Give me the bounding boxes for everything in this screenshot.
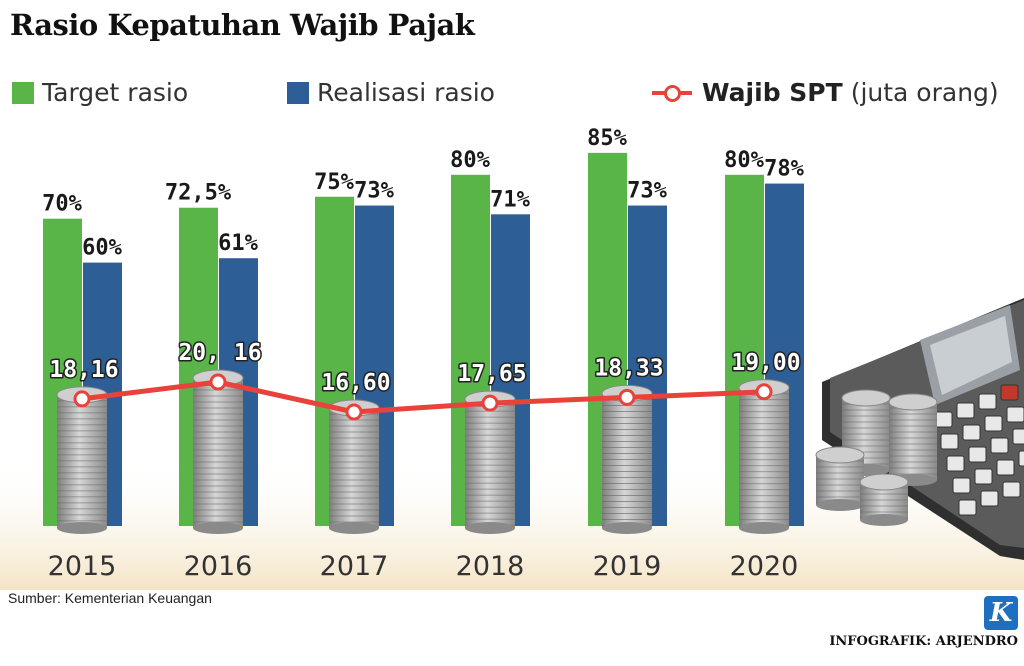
x-tick-2020: 2020 bbox=[730, 551, 799, 582]
legend-spt-line-icon bbox=[652, 82, 692, 104]
x-tick-2015: 2015 bbox=[48, 551, 117, 582]
spt-label-2019: 18,33 bbox=[594, 355, 663, 381]
legend-target-swatch bbox=[12, 81, 34, 104]
legend-realisasi-swatch bbox=[287, 81, 309, 104]
x-tick-2019: 2019 bbox=[593, 551, 662, 582]
calculator-illustration bbox=[815, 298, 1024, 560]
label-realisasi-2018: 71% bbox=[490, 187, 530, 212]
coin-stack-2016 bbox=[192, 369, 244, 534]
spt-point-2018 bbox=[481, 394, 499, 412]
source-note: Sumber: Kementerian Keuangan bbox=[8, 590, 212, 606]
chart-title: Rasio Kepatuhan Wajib Pajak bbox=[10, 8, 475, 42]
spt-point-2019 bbox=[618, 388, 636, 406]
label-target-2018: 80% bbox=[450, 148, 490, 173]
coin-stack-2019 bbox=[601, 384, 653, 534]
label-target-2019: 85% bbox=[587, 126, 627, 151]
spt-point-2015 bbox=[73, 390, 91, 408]
coin-stack-2015 bbox=[56, 386, 108, 534]
spt-label-2015: 18,16 bbox=[49, 357, 118, 383]
legend-spt-bold: Wajib SPT bbox=[702, 78, 843, 107]
label-target-2017: 75% bbox=[314, 170, 354, 195]
legend-realisasi: Realisasi rasio bbox=[287, 78, 495, 107]
spt-point-2020 bbox=[755, 383, 773, 401]
label-realisasi-2019: 73% bbox=[627, 179, 667, 204]
legend-realisasi-label: Realisasi rasio bbox=[317, 78, 495, 107]
x-tick-2017: 2017 bbox=[320, 551, 389, 582]
label-target-2016: 72,5% bbox=[165, 181, 232, 206]
label-target-2020: 80% bbox=[724, 148, 764, 173]
credit-line: INFOGRAFIK: ARJENDRO bbox=[829, 634, 1018, 649]
spt-label-2016: 20, 16 bbox=[178, 340, 261, 366]
legend-target-label: Target rasio bbox=[42, 78, 189, 107]
label-realisasi-2015: 60% bbox=[82, 236, 122, 261]
x-tick-2018: 2018 bbox=[456, 551, 525, 582]
coin-stack-2018 bbox=[464, 390, 516, 534]
coin-stack-2017 bbox=[328, 399, 380, 534]
x-tick-2016: 2016 bbox=[184, 551, 253, 582]
legend-target: Target rasio bbox=[12, 78, 188, 107]
legend-spt: Wajib SPT (juta orang) bbox=[652, 78, 999, 107]
legend-spt-unit: (juta orang) bbox=[850, 78, 999, 107]
label-realisasi-2017: 73% bbox=[354, 179, 394, 204]
kontan-logo-icon: K bbox=[984, 596, 1018, 630]
spt-point-2017 bbox=[345, 403, 363, 421]
spt-label-2020: 19,00 bbox=[731, 350, 800, 376]
label-realisasi-2016: 61% bbox=[218, 231, 258, 256]
spt-label-2017: 16,60 bbox=[321, 370, 390, 396]
label-target-2015: 70% bbox=[42, 192, 82, 217]
label-realisasi-2020: 78% bbox=[764, 157, 804, 182]
spt-line bbox=[81, 379, 765, 415]
spt-label-2018: 17,65 bbox=[457, 361, 526, 387]
spt-point-2016 bbox=[209, 373, 227, 391]
coin-stack-2020 bbox=[738, 379, 790, 534]
